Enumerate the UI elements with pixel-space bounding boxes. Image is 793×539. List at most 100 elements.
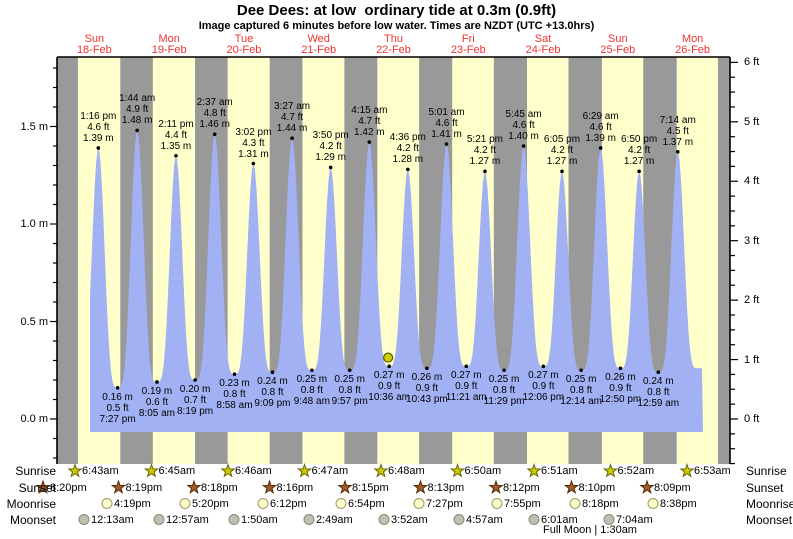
moon-phase-label: Full Moon | 1:30am bbox=[543, 524, 637, 536]
tide-extreme-dot bbox=[464, 364, 469, 369]
moonset-time: 6:01am bbox=[541, 513, 578, 526]
day-label: Tue 20-Feb bbox=[226, 33, 262, 56]
day-label: Sat 24-Feb bbox=[525, 33, 561, 56]
sunset-time: 8:18pm bbox=[201, 481, 238, 494]
tide-extreme-dot bbox=[251, 161, 256, 166]
sunrise-time: 6:51am bbox=[541, 465, 578, 477]
sunset-time: 8:20pm bbox=[50, 481, 87, 494]
sunset-icon bbox=[110, 479, 127, 495]
moonrise-time: 6:12pm bbox=[270, 497, 307, 510]
moonrise-icon bbox=[335, 498, 347, 509]
high-tide-label: 2:37 am 4.8 ft 1.46 m bbox=[196, 97, 233, 131]
moonrise-time: 8:38pm bbox=[660, 497, 697, 510]
low-tide-label: 0.16 m 0.5 ft 7:27 pm bbox=[99, 391, 136, 425]
tide-extreme-dot bbox=[270, 370, 275, 375]
low-tide-label: 0.25 m 0.8 ft 12:14 am bbox=[560, 374, 602, 408]
moonset-icon bbox=[378, 514, 390, 525]
moonrise-icon bbox=[491, 498, 503, 509]
moonset-time: 4:57am bbox=[466, 513, 503, 526]
high-tide-label: 7:14 am 4.5 ft 1.37 m bbox=[659, 114, 696, 148]
y-axis-label-ft: 0 ft bbox=[744, 413, 760, 425]
tide-extreme-dot bbox=[675, 150, 680, 154]
moonrise-icon bbox=[413, 498, 425, 509]
moonset-time: 1:50am bbox=[241, 513, 278, 526]
high-tide-label: 3:27 am 4.7 ft 1.44 m bbox=[274, 101, 311, 135]
moonrise-time: 6:54pm bbox=[348, 497, 385, 510]
high-tide-label: 1:16 pm 4.6 ft 1.39 m bbox=[80, 110, 117, 144]
sunset-icon bbox=[35, 479, 51, 495]
sunrise-row-label-left: Sunrise bbox=[15, 464, 56, 478]
page-subtitle: Image captured 6 minutes before low wate… bbox=[198, 20, 595, 32]
high-tide-label: 6:50 pm 4.2 ft 1.27 m bbox=[621, 134, 658, 168]
high-tide-label: 5:01 am 4.6 ft 1.41 m bbox=[428, 107, 465, 141]
tide-extreme-dot bbox=[96, 146, 101, 150]
sunrise-time: 6:48am bbox=[388, 465, 425, 477]
moonrise-row-label-right: Moonrise bbox=[746, 496, 793, 511]
tide-extreme-dot bbox=[212, 132, 217, 137]
sunrise-time: 6:46am bbox=[235, 465, 272, 477]
sunset-time: 8:10pm bbox=[578, 481, 616, 494]
sunset-time: 8:12pm bbox=[503, 481, 540, 494]
y-axis-label-m: 0.0 m bbox=[20, 413, 48, 425]
moonrise-icon bbox=[179, 498, 191, 509]
low-tide-label: 0.25 m 0.8 ft 11:29 pm bbox=[483, 374, 525, 408]
moonset-icon bbox=[528, 514, 540, 525]
tide-extreme-dot bbox=[135, 128, 139, 133]
sunrise-time: 6:43am bbox=[82, 465, 119, 477]
sunset-icon bbox=[186, 479, 202, 495]
moonrise-icon bbox=[257, 498, 269, 509]
moonrise-icon bbox=[101, 498, 113, 509]
sunrise-icon bbox=[143, 462, 160, 478]
sunset-time: 8:16pm bbox=[276, 481, 314, 494]
day-label: Mon 19-Feb bbox=[151, 33, 187, 56]
moonset-row-label-right: Moonset bbox=[746, 512, 793, 527]
moonrise-time: 5:20pm bbox=[192, 497, 229, 510]
moonset-icon bbox=[303, 514, 315, 525]
high-tide-label: 5:21 pm 4.2 ft 1.27 m bbox=[466, 134, 503, 168]
night-band bbox=[717, 57, 730, 464]
y-axis-label-ft: 1 ft bbox=[744, 353, 760, 366]
y-axis-label-ft: 4 ft bbox=[744, 175, 760, 188]
moonrise-row-label-left: Moonrise bbox=[6, 496, 56, 511]
sunset-icon bbox=[412, 479, 429, 495]
sunset-icon bbox=[337, 479, 353, 495]
moonset-time: 2:49am bbox=[316, 513, 353, 526]
moonrise-icon bbox=[569, 498, 581, 509]
y-axis-label-m: 0.5 m bbox=[20, 315, 48, 328]
moonset-time: 12:57am bbox=[166, 513, 209, 526]
sunrise-time: 6:52am bbox=[617, 465, 655, 477]
sunrise-row-label-right: Sunrise bbox=[746, 464, 787, 478]
day-label: Mon 26-Feb bbox=[675, 33, 711, 56]
moonset-time: 7:04am bbox=[616, 513, 653, 526]
tide-extreme-dot bbox=[290, 136, 294, 140]
moonset-time: 12:13am bbox=[91, 513, 134, 526]
high-tide-label: 5:45 am 4.6 ft 1.40 m bbox=[505, 109, 542, 142]
moonrise-icon bbox=[647, 498, 659, 509]
low-tide-label: 0.25 m 0.8 ft 9:48 am bbox=[293, 374, 330, 408]
low-tide-label: 0.23 m 0.8 ft 8:58 am bbox=[216, 378, 253, 412]
moonrise-time: 7:27pm bbox=[426, 497, 463, 510]
tide-extreme-dot bbox=[155, 380, 159, 384]
tide-extreme-dot bbox=[444, 142, 449, 146]
low-tide-label: 0.27 m 0.9 ft 12:06 pm bbox=[522, 370, 565, 404]
low-tide-label: 0.26 m 0.9 ft 12:50 pm bbox=[599, 372, 642, 406]
tide-extreme-dot bbox=[367, 140, 372, 144]
sunset-icon bbox=[639, 479, 655, 495]
sunrise-icon bbox=[296, 462, 313, 478]
high-tide-label: 4:36 pm 4.2 ft 1.28 m bbox=[389, 132, 426, 166]
sunset-time: 8:09pm bbox=[654, 481, 691, 494]
low-tide-label: 0.24 m 0.8 ft 9:09 pm bbox=[254, 376, 291, 410]
tide-extreme-dot bbox=[406, 167, 410, 172]
y-axis-label-m: 1.5 m bbox=[20, 120, 48, 133]
sunset-time: 8:13pm bbox=[427, 481, 465, 494]
tide-curve-area bbox=[90, 131, 703, 432]
moonset-icon bbox=[603, 514, 615, 525]
moonset-row-label-left: Moonset bbox=[9, 512, 56, 527]
sunrise-time: 6:53am bbox=[694, 465, 731, 477]
day-label: Sun 25-Feb bbox=[600, 33, 636, 56]
sunset-time: 8:19pm bbox=[125, 481, 163, 494]
low-tide-label: 0.19 m 0.6 ft 8:05 am bbox=[138, 385, 176, 419]
sunset-time: 8:15pm bbox=[352, 481, 389, 494]
moonset-icon bbox=[78, 514, 90, 525]
